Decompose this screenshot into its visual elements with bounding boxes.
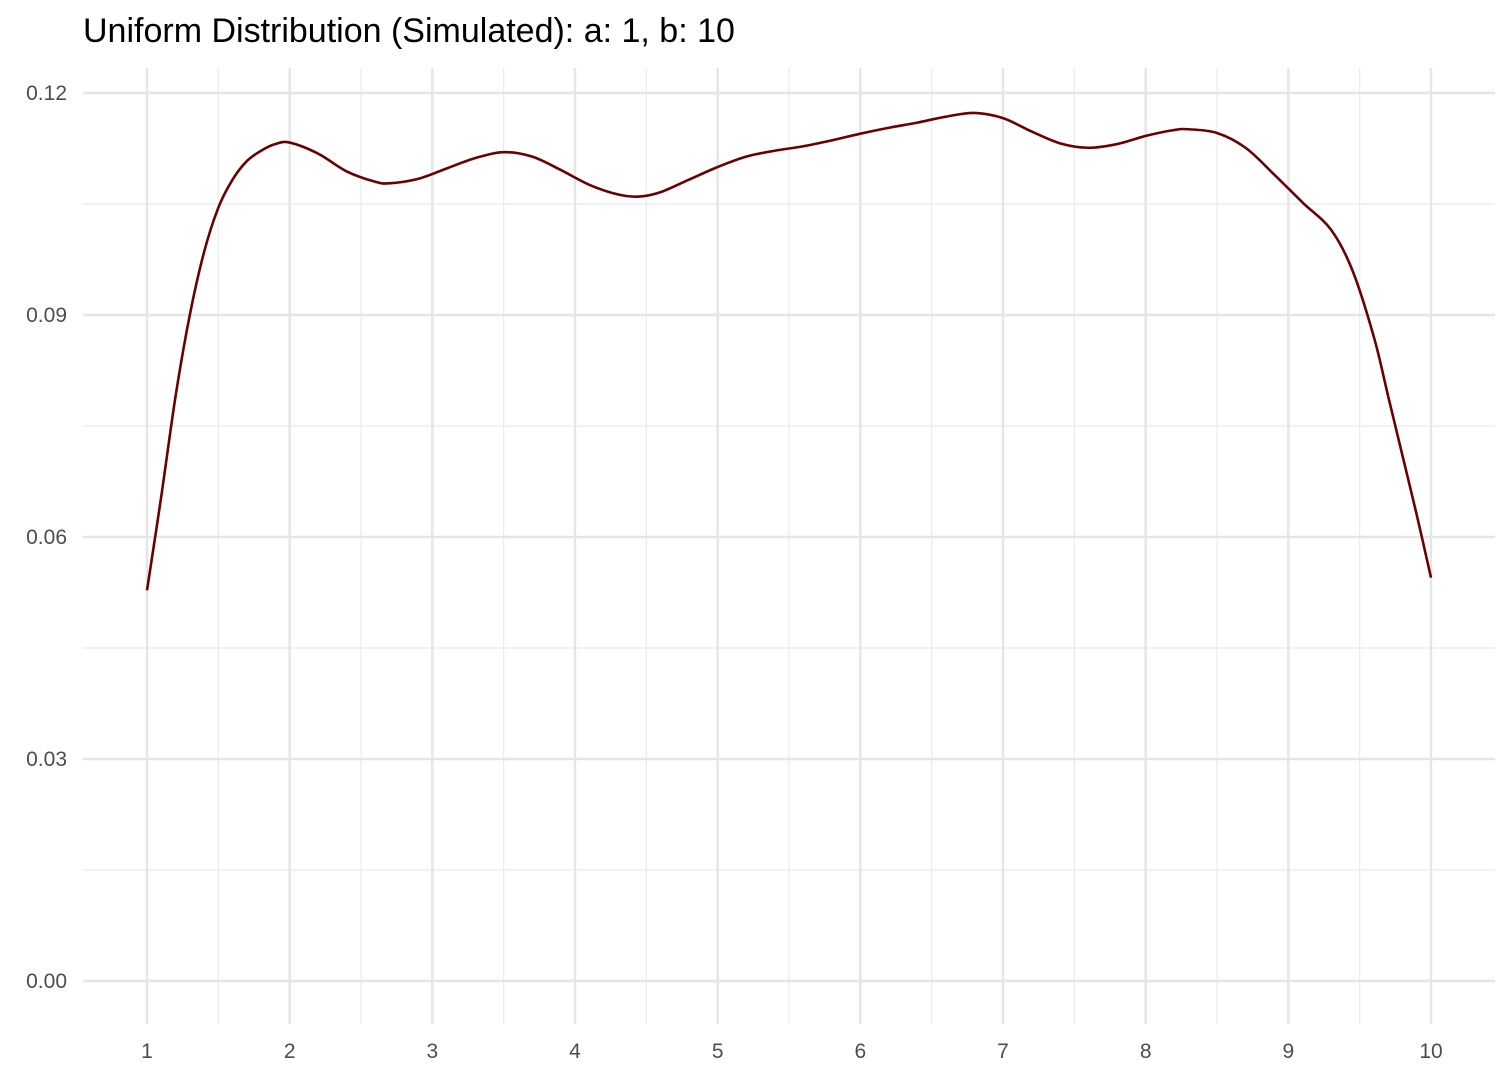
y-tick-label: 0.12 xyxy=(26,82,67,105)
x-axis: 1 2 3 4 5 6 7 8 9 10 xyxy=(141,1040,1443,1063)
x-tick-label: 3 xyxy=(426,1040,438,1063)
x-tick-label: 10 xyxy=(1419,1040,1442,1063)
density-line xyxy=(145,111,1433,591)
y-tick-label: 0.00 xyxy=(26,970,67,993)
chart-title: Uniform Distribution (Simulated): a: 1, … xyxy=(83,12,735,50)
major-gridlines xyxy=(83,68,1495,1024)
y-tick-label: 0.03 xyxy=(26,748,67,771)
x-tick-label: 7 xyxy=(997,1040,1009,1063)
minor-gridlines xyxy=(83,68,1495,1024)
x-tick-label: 2 xyxy=(284,1040,296,1063)
x-tick-label: 8 xyxy=(1140,1040,1152,1063)
y-tick-label: 0.09 xyxy=(26,304,67,327)
x-tick-label: 1 xyxy=(141,1040,153,1063)
y-axis: 0.00 0.03 0.06 0.09 0.12 xyxy=(26,82,67,993)
x-tick-label: 9 xyxy=(1282,1040,1294,1063)
x-tick-label: 5 xyxy=(712,1040,724,1063)
x-tick-label: 6 xyxy=(854,1040,866,1063)
y-tick-label: 0.06 xyxy=(26,526,67,549)
series-layer xyxy=(145,111,1433,591)
x-tick-label: 4 xyxy=(569,1040,581,1063)
